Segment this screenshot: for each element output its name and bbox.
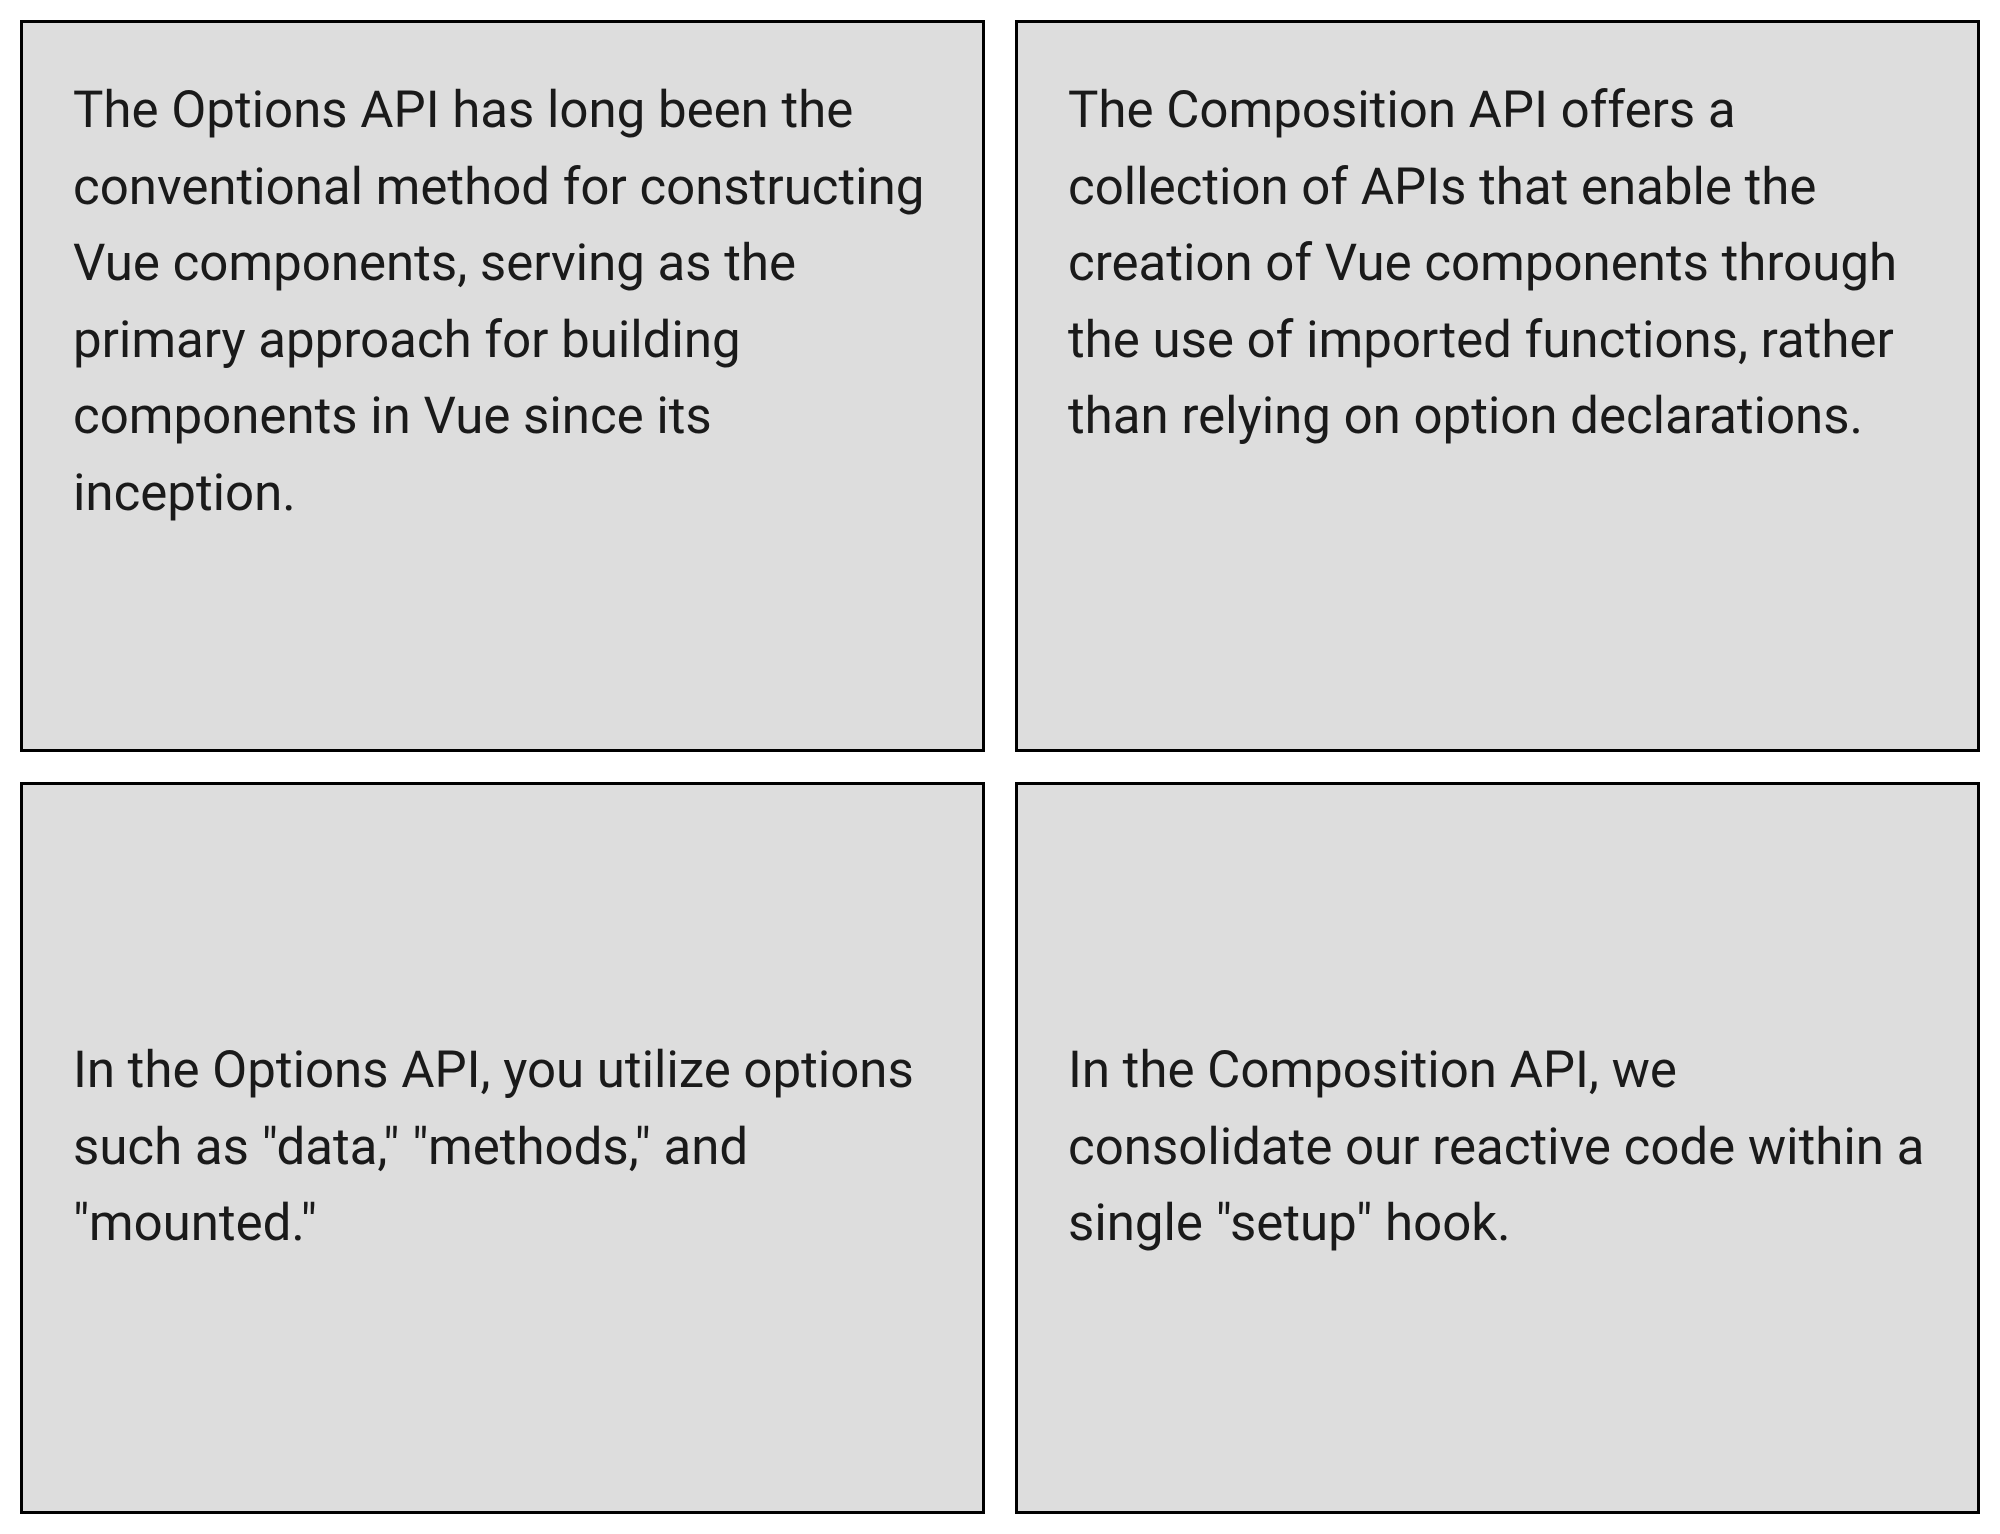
cell-text: In the Composition API, we consolidate o… <box>1068 1033 1927 1263</box>
cell-text: The Options API has long been the conven… <box>73 73 932 532</box>
comparison-grid: The Options API has long been the conven… <box>20 20 1980 1514</box>
cell-text: In the Options API, you utilize options … <box>73 1033 932 1263</box>
grid-cell-top-right: The Composition API offers a collection … <box>1015 20 1980 752</box>
cell-text: The Composition API offers a collection … <box>1068 73 1927 456</box>
grid-cell-bottom-right: In the Composition API, we consolidate o… <box>1015 782 1980 1514</box>
grid-cell-bottom-left: In the Options API, you utilize options … <box>20 782 985 1514</box>
grid-cell-top-left: The Options API has long been the conven… <box>20 20 985 752</box>
